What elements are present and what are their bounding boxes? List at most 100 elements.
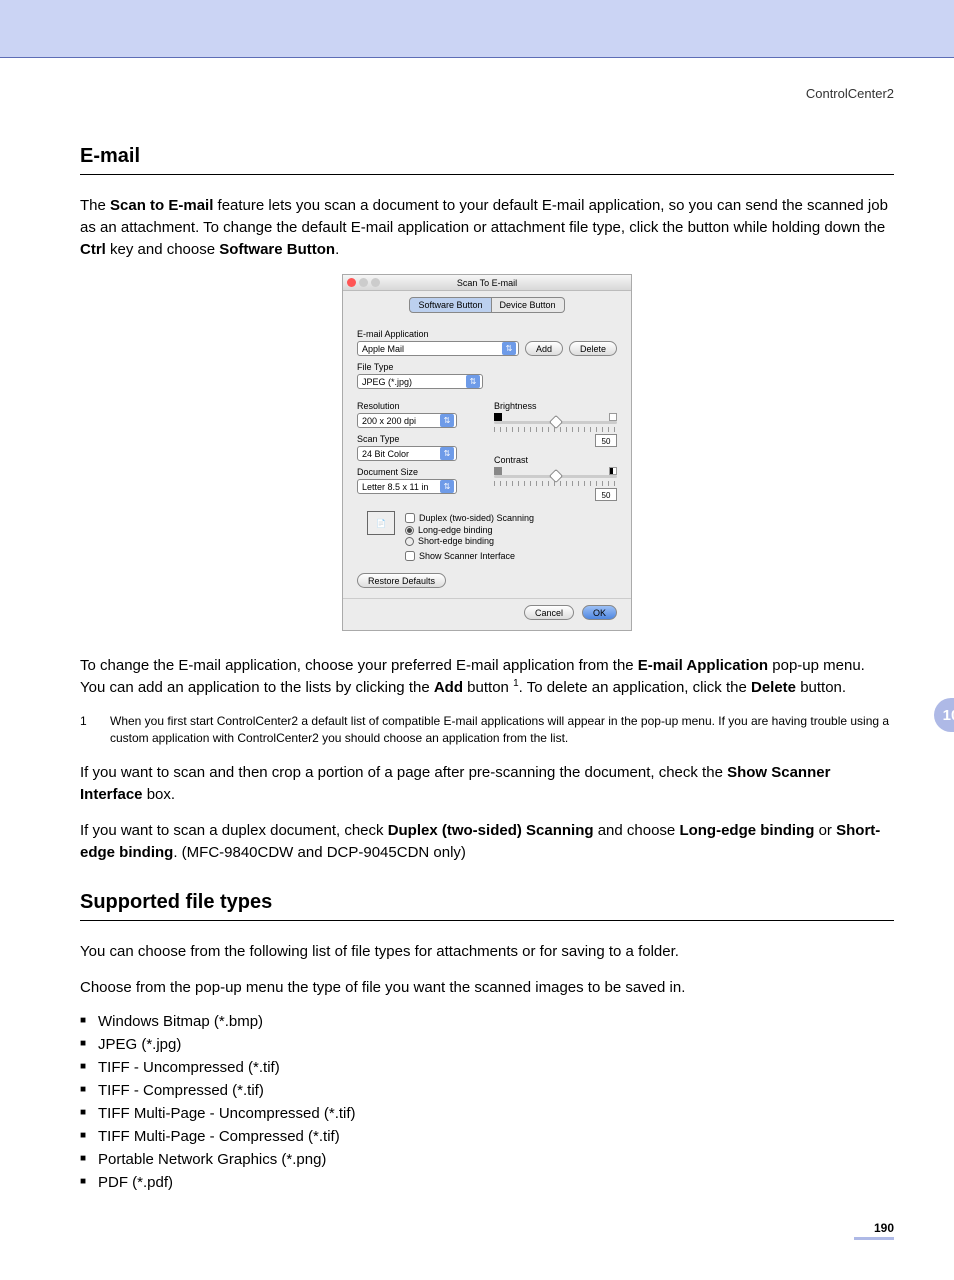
- text: The: [80, 197, 110, 214]
- list-item: TIFF Multi-Page - Uncompressed (*.tif): [80, 1105, 894, 1122]
- dialog-titlebar: Scan To E-mail: [343, 275, 631, 291]
- paragraph-intro: The Scan to E-mail feature lets you scan…: [80, 195, 894, 260]
- radio-label: Long-edge binding: [418, 525, 493, 535]
- duplex-section: 📄 Duplex (two-sided) Scanning Long-edge …: [357, 511, 617, 547]
- select-value: Letter 8.5 x 11 in: [362, 482, 428, 492]
- text: . To delete an application, click the: [519, 679, 751, 696]
- list-item: Portable Network Graphics (*.png): [80, 1151, 894, 1168]
- chevron-updown-icon: ⇅: [440, 447, 454, 460]
- text: .: [335, 241, 339, 258]
- text: button.: [796, 679, 846, 696]
- cancel-button[interactable]: Cancel: [524, 605, 574, 620]
- tab-software-button[interactable]: Software Button: [409, 297, 491, 313]
- minimize-icon: [359, 278, 368, 287]
- dialog-title: Scan To E-mail: [457, 278, 517, 288]
- page-number: 190: [854, 1221, 894, 1240]
- checkbox-label: Show Scanner Interface: [419, 551, 515, 561]
- contrast-slider[interactable]: 50: [494, 467, 617, 501]
- close-icon[interactable]: [347, 278, 356, 287]
- bold-text: Long-edge binding: [679, 822, 814, 839]
- text: button: [463, 679, 513, 696]
- resolution-select[interactable]: 200 x 200 dpi ⇅: [357, 413, 457, 428]
- short-edge-radio[interactable]: [405, 537, 414, 546]
- text: and choose: [594, 822, 680, 839]
- label-email-app: E-mail Application: [357, 329, 617, 339]
- label-file-type: File Type: [357, 362, 617, 372]
- zoom-icon: [371, 278, 380, 287]
- bold-text: Duplex (two-sided) Scanning: [388, 822, 594, 839]
- select-value: Apple Mail: [362, 344, 404, 354]
- heading-email: E-mail: [80, 145, 894, 175]
- text: box.: [143, 786, 176, 803]
- list-item: TIFF - Uncompressed (*.tif): [80, 1059, 894, 1076]
- tab-device-button[interactable]: Device Button: [492, 297, 565, 313]
- bold-text: Scan to E-mail: [110, 197, 213, 214]
- doc-size-select[interactable]: Letter 8.5 x 11 in ⇅: [357, 479, 457, 494]
- label-contrast: Contrast: [494, 455, 617, 465]
- label-doc-size: Document Size: [357, 467, 480, 477]
- file-type-select[interactable]: JPEG (*.jpg) ⇅: [357, 374, 483, 389]
- heading-filetypes: Supported file types: [80, 891, 894, 921]
- paragraph-types-choose: Choose from the pop-up menu the type of …: [80, 977, 894, 999]
- brightness-slider[interactable]: 50: [494, 413, 617, 447]
- page-content: ControlCenter2 E-mail The Scan to E-mail…: [0, 58, 954, 1280]
- paragraph-change-app: To change the E-mail application, choose…: [80, 655, 894, 699]
- select-value: 24 Bit Color: [362, 449, 409, 459]
- dialog-body: E-mail Application Apple Mail ⇅ Add Delet…: [343, 319, 631, 598]
- checkbox-label: Duplex (two-sided) Scanning: [419, 513, 534, 523]
- ok-button[interactable]: OK: [582, 605, 617, 620]
- list-item: JPEG (*.jpg): [80, 1036, 894, 1053]
- footnote-text: When you first start ControlCenter2 a de…: [110, 713, 894, 747]
- brightness-value: 50: [595, 434, 617, 447]
- contrast-value: 50: [595, 488, 617, 501]
- bold-text: Ctrl: [80, 241, 106, 258]
- footnote: 1 When you first start ControlCenter2 a …: [80, 713, 894, 747]
- show-scanner-checkbox[interactable]: [405, 551, 415, 561]
- duplex-checkbox[interactable]: [405, 513, 415, 523]
- top-banner: [0, 0, 954, 58]
- text: or: [814, 822, 836, 839]
- text: To change the E-mail application, choose…: [80, 657, 638, 674]
- list-item: Windows Bitmap (*.bmp): [80, 1013, 894, 1030]
- dialog-figure: Scan To E-mail Software Button Device Bu…: [80, 274, 894, 631]
- email-app-select[interactable]: Apple Mail ⇅: [357, 341, 519, 356]
- paragraph-show-scanner: If you want to scan and then crop a port…: [80, 762, 894, 806]
- tab-bar: Software Button Device Button: [343, 291, 631, 319]
- bold-text: Delete: [751, 679, 796, 696]
- bold-text: E-mail Application: [638, 657, 768, 674]
- restore-defaults-button[interactable]: Restore Defaults: [357, 573, 446, 588]
- add-button[interactable]: Add: [525, 341, 563, 356]
- label-scan-type: Scan Type: [357, 434, 480, 444]
- list-item: PDF (*.pdf): [80, 1174, 894, 1191]
- duplex-icon: 📄: [367, 511, 395, 535]
- footnote-number: 1: [80, 713, 92, 747]
- paragraph-types-intro: You can choose from the following list o…: [80, 941, 894, 963]
- list-item: TIFF Multi-Page - Compressed (*.tif): [80, 1128, 894, 1145]
- chapter-tab: 10: [934, 698, 954, 732]
- label-brightness: Brightness: [494, 401, 617, 411]
- long-edge-radio[interactable]: [405, 526, 414, 535]
- dialog-footer: Cancel OK: [343, 598, 631, 630]
- text: If you want to scan and then crop a port…: [80, 764, 727, 781]
- text: key and choose: [106, 241, 219, 258]
- file-types-list: Windows Bitmap (*.bmp) JPEG (*.jpg) TIFF…: [80, 1013, 894, 1191]
- select-value: JPEG (*.jpg): [362, 377, 412, 387]
- text: If you want to scan a duplex document, c…: [80, 822, 388, 839]
- delete-button[interactable]: Delete: [569, 341, 617, 356]
- breadcrumb: ControlCenter2: [80, 86, 894, 101]
- list-item: TIFF - Compressed (*.tif): [80, 1082, 894, 1099]
- chevron-updown-icon: ⇅: [440, 414, 454, 427]
- scan-type-select[interactable]: 24 Bit Color ⇅: [357, 446, 457, 461]
- label-resolution: Resolution: [357, 401, 480, 411]
- bold-text: Add: [434, 679, 463, 696]
- paragraph-duplex: If you want to scan a duplex document, c…: [80, 820, 894, 864]
- chevron-updown-icon: ⇅: [466, 375, 480, 388]
- select-value: 200 x 200 dpi: [362, 416, 416, 426]
- bold-text: Software Button: [219, 241, 335, 258]
- chevron-updown-icon: ⇅: [440, 480, 454, 493]
- text: . (MFC-9840CDW and DCP-9045CDN only): [173, 844, 466, 861]
- chevron-updown-icon: ⇅: [502, 342, 516, 355]
- scan-to-email-dialog: Scan To E-mail Software Button Device Bu…: [342, 274, 632, 631]
- traffic-lights: [347, 278, 380, 287]
- radio-label: Short-edge binding: [418, 536, 494, 546]
